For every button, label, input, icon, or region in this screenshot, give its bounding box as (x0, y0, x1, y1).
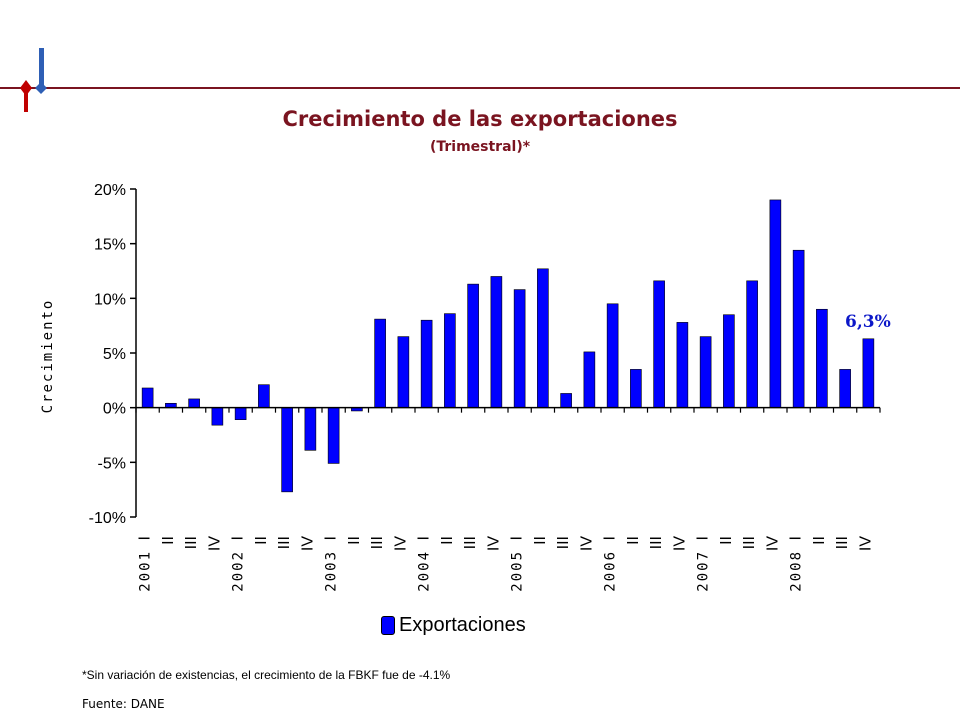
bar (513, 289, 526, 408)
bar (862, 338, 875, 408)
slide-decoration (0, 48, 960, 112)
bar (374, 318, 386, 408)
x-tick-label: III (183, 536, 200, 549)
x-tick-label: IV (299, 536, 316, 551)
footnote: *Sin variación de existencias, el crecim… (82, 668, 451, 682)
x-tick-label: III (741, 536, 758, 549)
bar (467, 283, 479, 408)
legend-swatch (381, 616, 395, 635)
legend: Exportaciones (381, 614, 526, 637)
bar (653, 280, 665, 408)
y-axis-label: Crecimiento (40, 299, 56, 414)
x-tick-label: IV (671, 536, 688, 551)
x-tick-label: II (160, 536, 177, 545)
x-tick-label: I (788, 536, 805, 540)
x-tick-label: II (253, 536, 270, 545)
bar (234, 407, 247, 420)
year-label: 2008 (789, 550, 805, 592)
year-label: 2004 (417, 550, 433, 592)
x-tick-label: III (276, 536, 293, 549)
year-label: 2001 (138, 550, 154, 592)
x-tick-label: I (323, 536, 340, 540)
bar (444, 313, 456, 408)
source-note: Fuente: DANE (82, 697, 165, 711)
y-tick-label: 20% (94, 182, 126, 199)
x-tick-label: I (416, 536, 433, 540)
last-value-annotation: 6,3% (845, 312, 891, 332)
bar (211, 407, 224, 426)
x-tick-label: IV (206, 536, 223, 551)
bar (839, 369, 851, 408)
year-label: 2003 (324, 550, 340, 592)
x-tick-label: I (137, 536, 154, 540)
x-tick-label: IV (764, 536, 781, 551)
chart-subtitle: (Trimestral)* (429, 139, 531, 155)
red-bar-mark (24, 88, 28, 112)
blue-diamond-mark (35, 82, 47, 94)
bar (583, 351, 596, 408)
chart-title: Crecimiento de las exportaciones (282, 107, 678, 131)
y-tick-label: 15% (94, 237, 126, 254)
bar (420, 319, 433, 408)
bar (490, 276, 503, 408)
bar (769, 199, 782, 408)
x-tick-label: I (230, 536, 247, 540)
bar (141, 387, 154, 408)
bar-chart: 20%15%10%5%0%-5%-10%I II III IV I II III IV I II I… (40, 182, 891, 592)
x-tick-label: IV (392, 536, 409, 551)
y-tick-label: 10% (94, 291, 126, 308)
x-tick-label: I (509, 536, 526, 540)
y-tick-label: -10% (89, 510, 126, 527)
y-tick-label: -5% (98, 455, 126, 472)
y-tick-label: 5% (103, 346, 126, 363)
bar (816, 308, 828, 408)
blue-bar-mark (39, 48, 44, 88)
bar (560, 393, 572, 408)
x-tick-label: III (555, 536, 572, 549)
x-tick-label: III (462, 536, 479, 549)
x-tick-label: II (625, 536, 642, 545)
bar (630, 369, 642, 408)
x-tick-label: III (834, 536, 851, 549)
x-tick-label: II (346, 536, 363, 545)
x-tick-label: I (695, 536, 712, 540)
x-tick-label: II (718, 536, 735, 545)
bar (792, 249, 805, 408)
x-tick-label: IV (485, 536, 502, 551)
bar (676, 322, 689, 408)
legend-label: Exportaciones (399, 614, 526, 636)
x-tick-label: IV (857, 536, 874, 551)
red-diamond-mark (20, 80, 32, 96)
year-label: 2002 (231, 550, 247, 592)
bar (723, 314, 735, 408)
x-tick-label: I (602, 536, 619, 540)
bar (699, 336, 712, 408)
x-tick-label: II (532, 536, 549, 545)
year-label: 2005 (510, 550, 526, 592)
x-tick-label: II (439, 536, 456, 545)
bar (304, 407, 317, 451)
bar (188, 398, 200, 408)
x-tick-label: III (648, 536, 665, 549)
x-tick-label: II (811, 536, 828, 545)
x-tick-label: IV (578, 536, 595, 551)
x-tick-label: III (369, 536, 386, 549)
bar (537, 268, 549, 408)
bar (258, 384, 270, 408)
bar (746, 280, 758, 408)
bar (281, 407, 293, 493)
bar (397, 336, 410, 408)
bar (606, 303, 619, 408)
bar (327, 407, 340, 464)
year-label: 2007 (696, 550, 712, 592)
year-label: 2006 (603, 550, 619, 592)
y-tick-label: 0% (103, 401, 126, 418)
